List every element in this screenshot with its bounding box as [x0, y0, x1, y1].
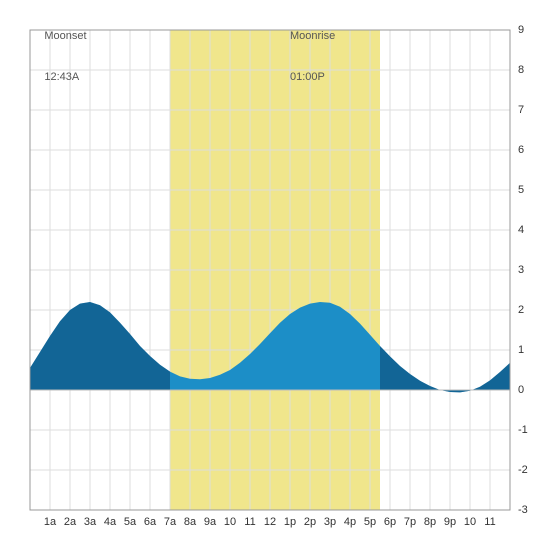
y-tick-label: 7	[518, 104, 524, 116]
x-tick-label: 1p	[284, 516, 296, 528]
x-tick-label: 10	[224, 516, 236, 528]
x-tick-label: 5a	[124, 516, 136, 528]
moonrise-time: 01:00P	[290, 71, 335, 85]
y-tick-label: -1	[518, 424, 528, 436]
x-tick-label: 2p	[304, 516, 316, 528]
y-tick-label: 2	[518, 304, 524, 316]
x-tick-label: 3p	[324, 516, 336, 528]
x-tick-label: 6p	[384, 516, 396, 528]
tide-chart: Moonset 12:43A Moonrise 01:00P 1a 2a 3a 4a 5…	[0, 0, 550, 550]
y-tick-label: 4	[518, 224, 524, 236]
y-tick-label: 0	[518, 384, 524, 396]
moonrise-label: Moonrise 01:00P	[290, 2, 335, 112]
moonset-label: Moonset 12:43A	[44, 2, 86, 112]
x-tick-label: 3a	[84, 516, 96, 528]
x-tick-label: 11	[244, 516, 255, 528]
y-tick-label: -2	[518, 464, 528, 476]
x-tick-label: 1a	[44, 516, 56, 528]
x-tick-label: 9a	[204, 516, 216, 528]
x-tick-label: 6a	[144, 516, 156, 528]
x-tick-label: 9p	[444, 516, 456, 528]
y-tick-label: -3	[518, 504, 528, 516]
x-tick-label: 12	[264, 516, 276, 528]
y-tick-label: 5	[518, 184, 524, 196]
y-tick-label: 1	[518, 344, 524, 356]
x-tick-label: 8a	[184, 516, 196, 528]
y-tick-label: 6	[518, 144, 524, 156]
x-tick-label: 11	[484, 516, 495, 528]
y-tick-label: 8	[518, 64, 524, 76]
moonrise-title: Moonrise	[290, 30, 335, 44]
x-tick-label: 7a	[164, 516, 176, 528]
x-tick-label: 4p	[344, 516, 356, 528]
x-tick-label: 4a	[104, 516, 116, 528]
x-tick-label: 2a	[64, 516, 76, 528]
moonset-time: 12:43A	[44, 71, 86, 85]
x-tick-label: 7p	[404, 516, 416, 528]
x-tick-label: 8p	[424, 516, 436, 528]
y-tick-label: 9	[518, 24, 524, 36]
y-tick-label: 3	[518, 264, 524, 276]
x-tick-label: 10	[464, 516, 476, 528]
moonset-title: Moonset	[44, 30, 86, 44]
x-tick-label: 5p	[364, 516, 376, 528]
